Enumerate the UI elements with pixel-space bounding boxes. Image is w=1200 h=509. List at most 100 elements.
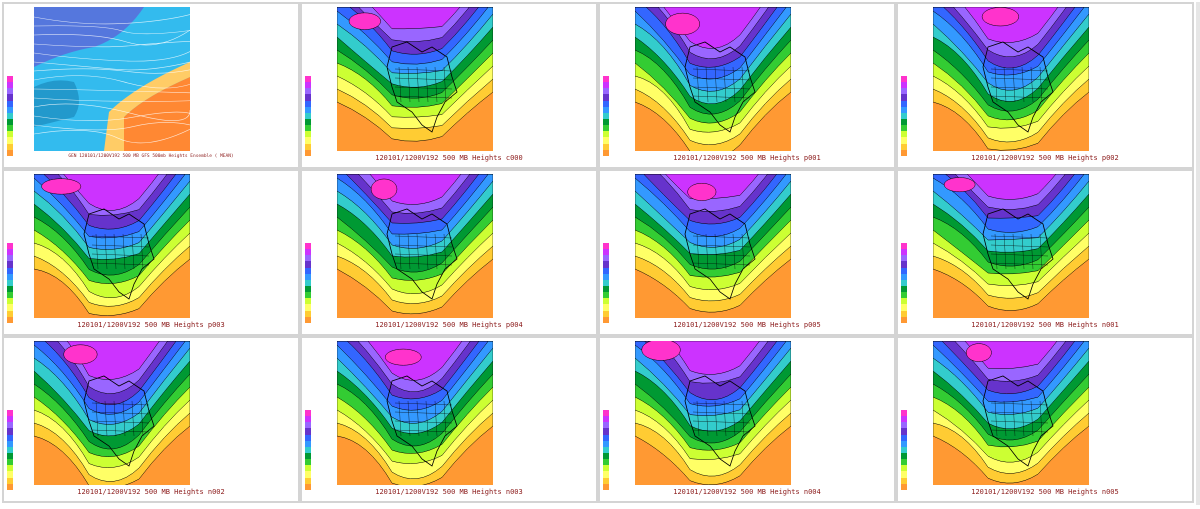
- scale-swatch: [305, 82, 311, 89]
- scale-swatch: [603, 410, 609, 417]
- scale-swatch: [901, 285, 907, 293]
- scale-swatch: [901, 125, 907, 132]
- scale-swatch: [305, 434, 311, 441]
- scale-swatch: [603, 149, 609, 156]
- scale-swatch: [7, 477, 13, 484]
- ensemble-panel[interactable]: 120101/1200V192 500 MB Heights n004: [598, 336, 896, 503]
- scale-swatch: [603, 82, 609, 89]
- scale-swatch: [603, 428, 609, 435]
- color-scale-legend: [305, 76, 311, 156]
- color-scale-legend: [7, 76, 13, 156]
- ensemble-panel[interactable]: GEN 120101/1200V192 500 MB GFS 500mb Hei…: [2, 2, 300, 169]
- scale-swatch: [305, 125, 311, 132]
- scale-swatch: [305, 452, 311, 460]
- map-container: [635, 341, 791, 485]
- panel-caption: 120101/1200V192 500 MB Heights n005: [971, 488, 1119, 496]
- height-map-image: [337, 174, 493, 318]
- scale-swatch: [305, 131, 311, 138]
- map-container: [34, 7, 190, 151]
- ensemble-panel[interactable]: 120101/1200V192 500 MB Heights p002: [896, 2, 1194, 169]
- map-container: [933, 7, 1089, 151]
- ensemble-panel[interactable]: 120101/1200V192 500 MB Heights c000: [300, 2, 598, 169]
- scale-swatch: [305, 304, 311, 311]
- scale-swatch: [901, 137, 907, 144]
- scale-swatch: [603, 483, 609, 490]
- scale-swatch: [7, 446, 13, 453]
- ensemble-panel[interactable]: 120101/1200V192 500 MB Heights n005: [896, 336, 1194, 503]
- scale-swatch: [7, 285, 13, 293]
- scale-swatch: [901, 131, 907, 138]
- scale-swatch: [305, 273, 311, 280]
- scale-swatch: [603, 273, 609, 280]
- scale-swatch: [305, 88, 311, 95]
- scale-swatch: [901, 428, 907, 435]
- scale-swatch: [901, 94, 907, 101]
- scale-swatch: [603, 76, 609, 83]
- scale-swatch: [7, 465, 13, 472]
- panel-caption: 120101/1200V192 500 MB Heights p001: [673, 154, 821, 162]
- scale-swatch: [305, 94, 311, 101]
- panel-caption: 120101/1200V192 500 MB Heights p002: [971, 154, 1119, 162]
- scale-swatch: [7, 100, 13, 107]
- scale-swatch: [603, 106, 609, 113]
- scale-swatch: [305, 483, 311, 490]
- scale-swatch: [603, 131, 609, 138]
- height-map-image: [34, 341, 190, 485]
- ensemble-panel[interactable]: 120101/1200V192 500 MB Heights p004: [300, 169, 598, 336]
- color-scale-legend: [7, 243, 13, 323]
- scale-swatch: [7, 261, 13, 268]
- scale-swatch: [7, 452, 13, 460]
- ensemble-panel[interactable]: 120101/1200V192 500 MB Heights n002: [2, 336, 300, 503]
- scale-swatch: [901, 279, 907, 286]
- scale-swatch: [603, 452, 609, 460]
- scale-swatch: [901, 440, 907, 447]
- scale-swatch: [7, 76, 13, 83]
- scale-swatch: [603, 88, 609, 95]
- scale-swatch: [7, 440, 13, 447]
- scale-swatch: [305, 292, 311, 299]
- scale-swatch: [901, 273, 907, 280]
- ensemble-panel[interactable]: 120101/1200V192 500 MB Heights p001: [598, 2, 896, 169]
- scale-swatch: [603, 304, 609, 311]
- scale-swatch: [305, 261, 311, 268]
- scale-swatch: [603, 94, 609, 101]
- scale-swatch: [901, 452, 907, 460]
- scale-swatch: [603, 422, 609, 429]
- ensemble-panel[interactable]: 120101/1200V192 500 MB Heights p003: [2, 169, 300, 336]
- scale-swatch: [603, 255, 609, 262]
- scale-swatch: [603, 477, 609, 484]
- scale-swatch: [603, 137, 609, 144]
- scale-swatch: [7, 410, 13, 417]
- scale-swatch: [305, 279, 311, 286]
- scale-swatch: [305, 446, 311, 453]
- color-scale-legend: [603, 243, 609, 323]
- scale-swatch: [603, 267, 609, 274]
- scale-swatch: [305, 143, 311, 150]
- ensemble-panel[interactable]: 120101/1200V192 500 MB Heights n001: [896, 169, 1194, 336]
- scale-swatch: [603, 434, 609, 441]
- color-scale-legend: [901, 243, 907, 323]
- scale-swatch: [7, 82, 13, 89]
- scale-swatch: [603, 261, 609, 268]
- scale-swatch: [7, 316, 13, 323]
- scale-swatch: [901, 149, 907, 156]
- map-container: [635, 7, 791, 151]
- scale-swatch: [603, 440, 609, 447]
- ensemble-panel[interactable]: 120101/1200V192 500 MB Heights n003: [300, 336, 598, 503]
- ensemble-panel[interactable]: 120101/1200V192 500 MB Heights p005: [598, 169, 896, 336]
- scale-swatch: [305, 298, 311, 305]
- color-scale-legend: [603, 76, 609, 156]
- scale-swatch: [305, 267, 311, 274]
- scale-swatch: [305, 440, 311, 447]
- height-map-image: [635, 174, 791, 318]
- scale-swatch: [7, 292, 13, 299]
- scale-swatch: [7, 310, 13, 317]
- scale-swatch: [603, 459, 609, 466]
- scale-swatch: [305, 243, 311, 250]
- scale-swatch: [603, 125, 609, 132]
- height-map-image: [337, 341, 493, 485]
- right-edge-scrollbar[interactable]: [1196, 2, 1200, 505]
- panel-caption: 120101/1200V192 500 MB Heights n004: [673, 488, 821, 496]
- scale-swatch: [603, 249, 609, 256]
- scale-swatch: [901, 249, 907, 256]
